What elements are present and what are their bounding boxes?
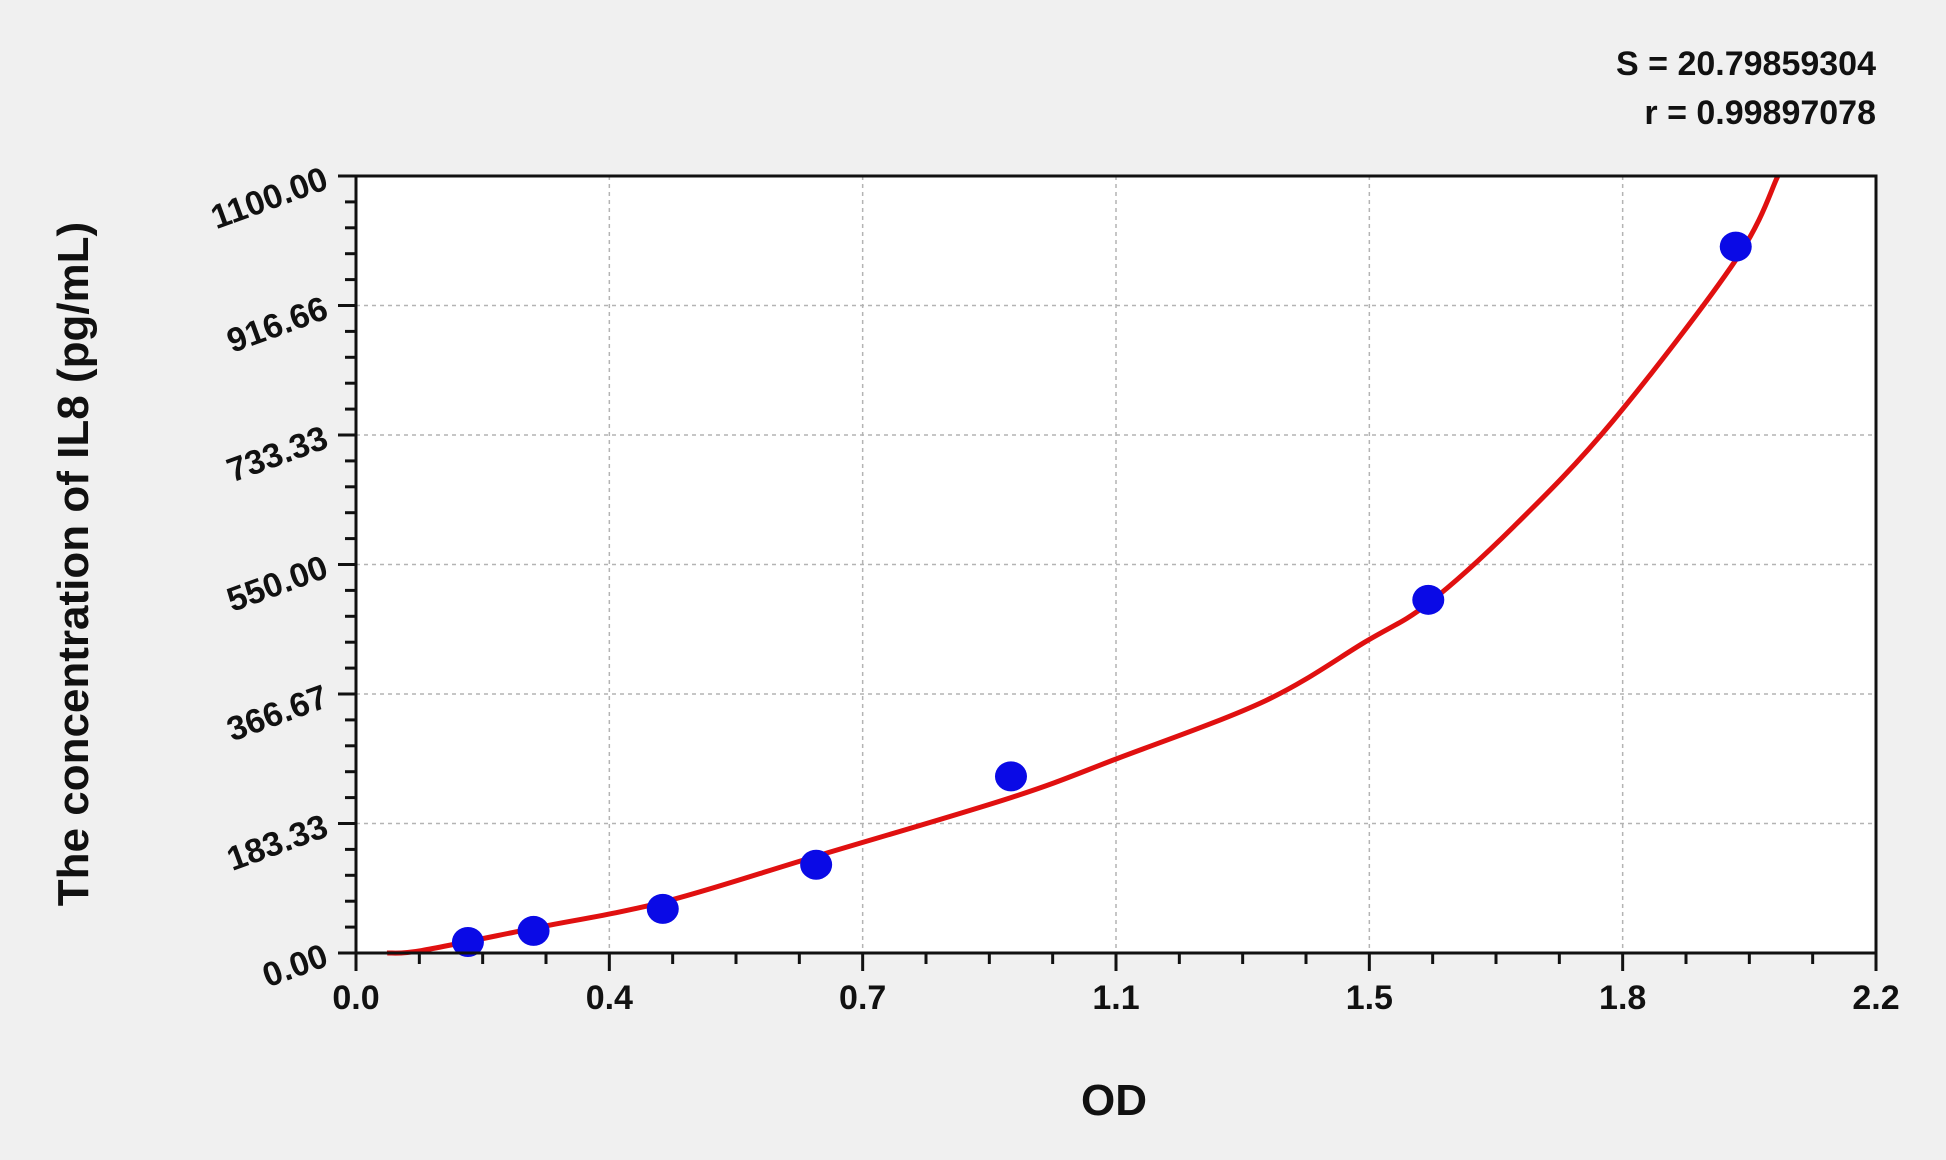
- x-tick-label: 0.7: [839, 979, 886, 1017]
- x-tick-label: 2.2: [1852, 979, 1899, 1017]
- grid: [356, 176, 1876, 953]
- y-tick-label: 1100.00: [206, 160, 333, 237]
- data-point: [994, 761, 1027, 792]
- y-axis-label: The concentration of IL8 (pg/mL): [49, 222, 98, 906]
- data-point: [1719, 231, 1752, 262]
- r-statistic: r = 0.99897078: [1644, 94, 1876, 132]
- data-point: [517, 915, 550, 946]
- x-tick-label: 1.5: [1346, 979, 1393, 1017]
- fit-curve: [386, 174, 1781, 956]
- ticks: [338, 174, 1878, 971]
- y-tick-label: 366.67: [222, 678, 333, 749]
- plot-frame: [354, 174, 1878, 955]
- y-tick-label: 0.00: [258, 937, 333, 995]
- y-tick-label: 183.33: [222, 807, 333, 878]
- y-tick-label: 916.66: [222, 289, 333, 360]
- y-tick-label: 550.00: [222, 548, 333, 619]
- s-statistic: S = 20.79859304: [1616, 45, 1876, 83]
- data-point: [646, 893, 679, 924]
- data-point: [800, 849, 833, 880]
- x-tick-label: 0.0: [332, 979, 379, 1017]
- x-tick-label: 1.8: [1599, 979, 1646, 1017]
- x-axis-label: OD: [1081, 1076, 1147, 1125]
- data-point: [1412, 584, 1445, 615]
- x-tick-label: 0.4: [586, 979, 633, 1017]
- data-point: [451, 926, 484, 957]
- y-tick-label: 733.33: [222, 419, 333, 490]
- x-tick-label: 1.1: [1092, 979, 1139, 1017]
- data-points: [451, 231, 1752, 957]
